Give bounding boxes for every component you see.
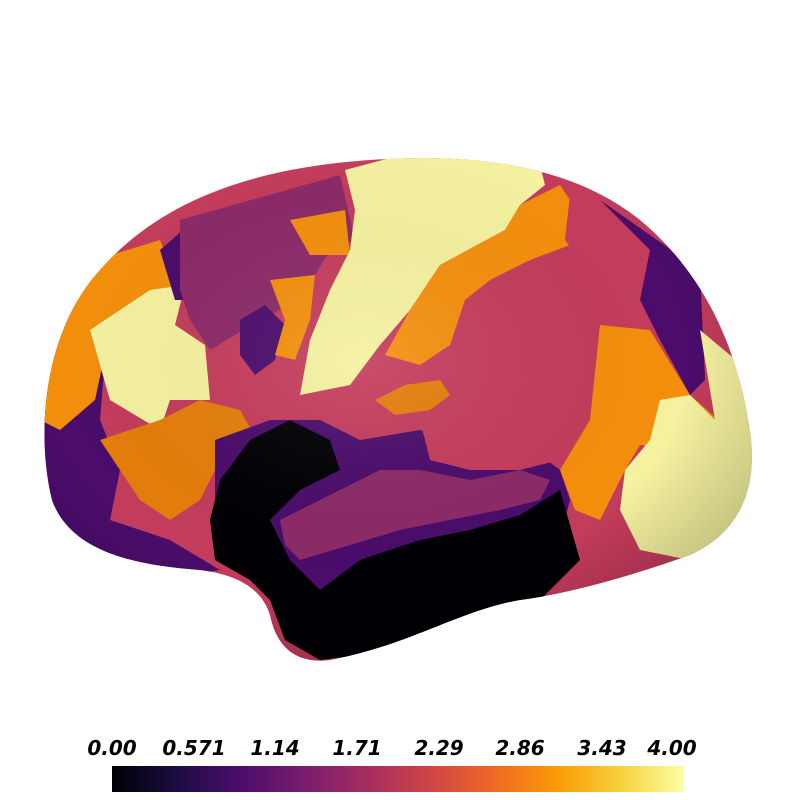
colorbar-tick-label: 4.00 — [647, 736, 697, 760]
colorbar-tick-label: 0.00 — [87, 736, 137, 760]
colorbar-tick-label: 1.71 — [332, 736, 382, 760]
colorbar-gradient — [112, 766, 684, 792]
brain-surface-view — [44, 158, 752, 661]
colorbar-tick-label: 2.86 — [495, 736, 545, 760]
surface-shading — [44, 158, 752, 661]
colorbar-tick-label: 3.43 — [577, 736, 627, 760]
colorbar-tick-label: 1.14 — [250, 736, 300, 760]
colorbar: 0.00 0.571 1.14 1.71 2.29 2.86 3.43 4.00 — [0, 730, 800, 800]
colorbar-tick-label: 2.29 — [414, 736, 464, 760]
colorbar-tick-label: 0.571 — [162, 736, 226, 760]
